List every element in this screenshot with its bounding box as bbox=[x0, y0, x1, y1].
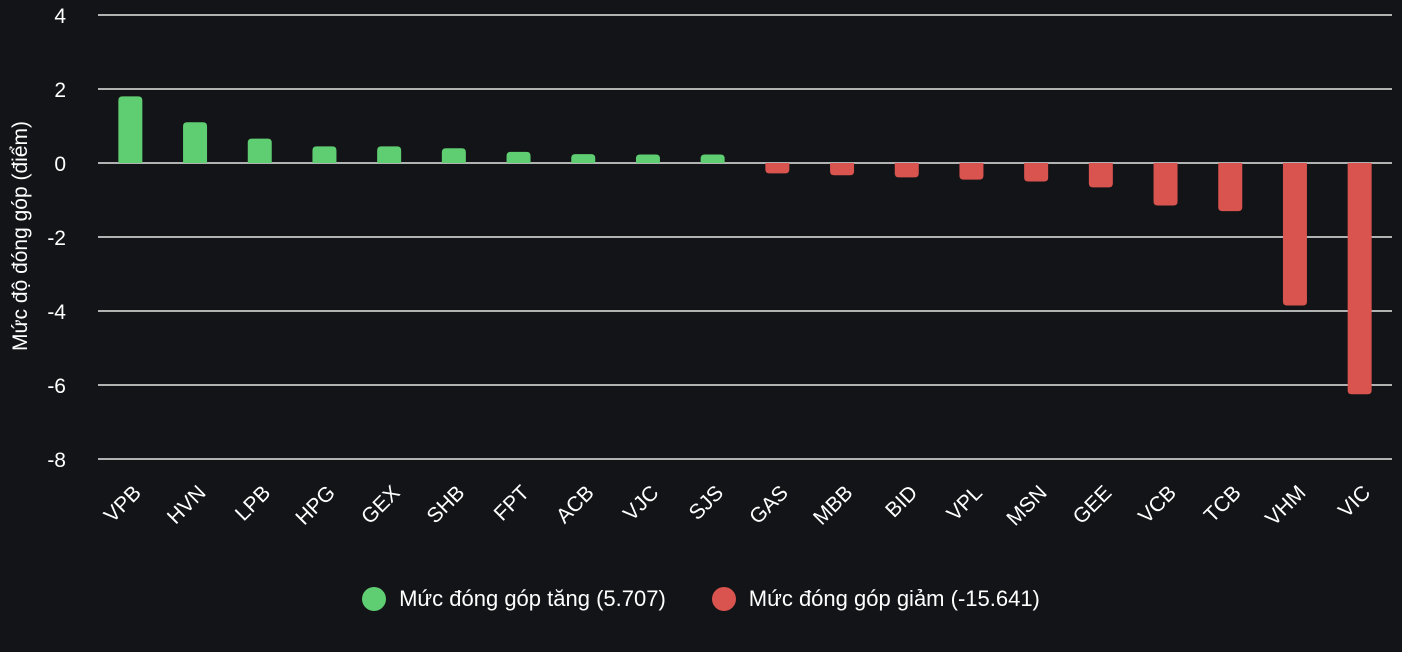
bar-msn[interactable] bbox=[1024, 163, 1049, 182]
x-tick-label-sjs: SJS bbox=[685, 481, 728, 524]
y-axis-ticks: 4 2 0 -2 -4 -6 -8 bbox=[47, 5, 66, 472]
bar-lpb[interactable] bbox=[247, 138, 272, 163]
x-tick-label-lpb: LPB bbox=[231, 481, 275, 525]
y-tick-label: 0 bbox=[54, 153, 66, 176]
bar-hvn[interactable] bbox=[183, 122, 208, 163]
x-tick-label-mbb: MBB bbox=[809, 481, 857, 529]
x-tick-label-gas: GAS bbox=[745, 481, 793, 529]
x-tick-label-msn: MSN bbox=[1002, 481, 1051, 530]
x-tick-label-bid: BID bbox=[881, 481, 922, 522]
legend-item-decrease[interactable]: Mức đóng góp giảm (-15.641) bbox=[711, 586, 1040, 612]
bar-vpl[interactable] bbox=[959, 163, 984, 180]
legend: Mức đóng góp tăng (5.707) Mức đóng góp g… bbox=[0, 586, 1402, 612]
bar-bid[interactable] bbox=[894, 163, 919, 178]
x-tick-label-shb: SHB bbox=[423, 481, 470, 528]
bar-sjs[interactable] bbox=[700, 154, 725, 163]
x-tick-label-vpl: VPL bbox=[943, 481, 987, 525]
bar-vcb[interactable] bbox=[1153, 163, 1178, 206]
x-tick-label-tcb: TCB bbox=[1200, 481, 1246, 527]
bars bbox=[118, 96, 1372, 395]
x-axis-ticks: VPB HVN LPB HPG GEX SHB FPT ACB VJC SJS GAS MBB BID V… bbox=[100, 481, 1375, 530]
bar-hpg[interactable] bbox=[312, 146, 337, 163]
y-tick-label: -4 bbox=[47, 301, 66, 324]
x-tick-label-fpt: FPT bbox=[490, 481, 534, 525]
y-axis-title: Mức độ đóng góp (điểm) bbox=[9, 121, 32, 351]
bar-gex[interactable] bbox=[377, 146, 402, 163]
x-tick-label-hvn: HVN bbox=[163, 481, 211, 529]
legend-marker-increase bbox=[362, 587, 387, 611]
legend-item-increase[interactable]: Mức đóng góp tăng (5.707) bbox=[362, 586, 666, 612]
legend-label-increase: Mức đóng góp tăng (5.707) bbox=[399, 586, 666, 611]
chart-canvas: 4 2 0 -2 -4 -6 -8 VPB HVN LPB HPG GEX SHB FPT ACB VJC S… bbox=[9, 5, 1392, 530]
legend-marker-decrease bbox=[711, 587, 736, 611]
y-tick-label: -6 bbox=[47, 375, 66, 398]
bar-vhm[interactable] bbox=[1282, 163, 1307, 306]
legend-label-decrease: Mức đóng góp giảm (-15.641) bbox=[748, 586, 1040, 611]
x-tick-label-vhm: VHM bbox=[1261, 481, 1310, 530]
bar-gas[interactable] bbox=[765, 163, 790, 174]
y-tick-label: 2 bbox=[54, 79, 66, 102]
y-tick-label: -8 bbox=[47, 449, 66, 472]
x-tick-label-vic: VIC bbox=[1334, 481, 1375, 522]
x-tick-label-acb: ACB bbox=[552, 481, 599, 528]
bar-vic[interactable] bbox=[1347, 163, 1372, 395]
y-tick-label: 4 bbox=[54, 5, 66, 28]
bar-vpb[interactable] bbox=[118, 96, 143, 163]
grid-lines bbox=[98, 14, 1392, 460]
x-tick-label-vcb: VCB bbox=[1134, 481, 1181, 528]
x-tick-label-vjc: VJC bbox=[619, 481, 663, 525]
bar-acb[interactable] bbox=[571, 154, 596, 163]
y-tick-label: -2 bbox=[47, 227, 66, 250]
x-tick-label-vpb: VPB bbox=[100, 481, 146, 527]
bar-gee[interactable] bbox=[1088, 163, 1113, 188]
x-tick-label-gee: GEE bbox=[1069, 481, 1117, 529]
x-tick-label-gex: GEX bbox=[357, 481, 405, 529]
bar-fpt[interactable] bbox=[506, 151, 531, 163]
x-tick-label-hpg: HPG bbox=[291, 481, 339, 529]
bar-mbb[interactable] bbox=[830, 163, 855, 176]
bar-shb[interactable] bbox=[441, 148, 466, 163]
bar-tcb[interactable] bbox=[1218, 163, 1243, 212]
bar-vjc[interactable] bbox=[635, 154, 660, 163]
